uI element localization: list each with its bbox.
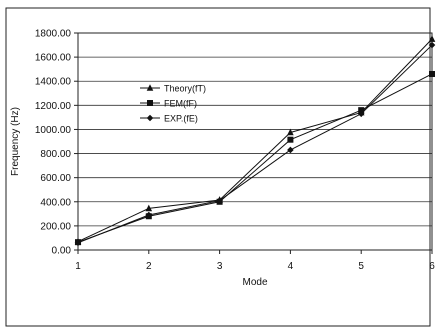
x-tick-label: 4 [288, 261, 294, 272]
grid [78, 32, 432, 227]
series-line [77, 38, 433, 243]
data-point [357, 110, 365, 118]
y-tick-label: 1200.00 [35, 101, 72, 112]
legend-label: EXP.(fE) [164, 114, 198, 124]
y-tick-label: 1600.00 [35, 53, 72, 64]
x-tick-label: 2 [146, 261, 152, 272]
data-point [74, 239, 82, 247]
series-diamond [74, 41, 436, 247]
data-point [216, 197, 223, 204]
y-axis-label: Frequency (Hz) [10, 107, 21, 176]
legend-item: FEM(fF) [140, 99, 197, 109]
legend-label: Theory(fT) [164, 84, 206, 94]
series-line [77, 44, 433, 244]
series-line [77, 73, 433, 243]
data-point [429, 70, 435, 77]
y-tick-label: 0.00 [52, 246, 72, 257]
data-point [428, 41, 436, 49]
data-point [358, 107, 365, 114]
series-triangle [74, 35, 436, 245]
y-tick-label: 800.00 [40, 149, 71, 160]
chart-border [5, 7, 431, 327]
legend-item: Theory(fT) [140, 84, 206, 94]
x-tick-label: 3 [217, 261, 223, 272]
data-point [145, 204, 153, 212]
data-point [287, 146, 294, 154]
x-tick-label: 6 [429, 261, 435, 272]
y-tick-label: 600.00 [40, 173, 71, 184]
plot-area [77, 32, 433, 251]
data-point [287, 136, 294, 143]
y-tick-label: 400.00 [40, 197, 71, 208]
series-lines [74, 35, 436, 247]
series-square [75, 70, 435, 246]
legend-item: EXP.(fE) [140, 114, 198, 124]
axes: 0.00 200.00 400.00 600.00 800.00 1000.00 1200.… [5, 7, 435, 327]
x-axis-label: Mode [242, 277, 267, 288]
legend: Theory(fT) FEM(fF) EXP.(fE) [140, 84, 206, 124]
y-tick-label: 200.00 [40, 221, 71, 232]
legend-label: FEM(fF) [164, 99, 197, 109]
x-tick-label: 1 [75, 261, 81, 272]
data-point [428, 35, 436, 42]
y-tick-label: 1800.00 [35, 29, 72, 40]
x-tick-label: 5 [358, 261, 364, 272]
data-point [287, 128, 294, 136]
y-tick-label: 1000.00 [35, 125, 72, 136]
legend-marker [147, 100, 153, 106]
data-point [145, 211, 153, 219]
legend-marker [146, 84, 154, 91]
y-tick-label: 1400.00 [35, 77, 72, 88]
legend-marker [146, 114, 154, 122]
